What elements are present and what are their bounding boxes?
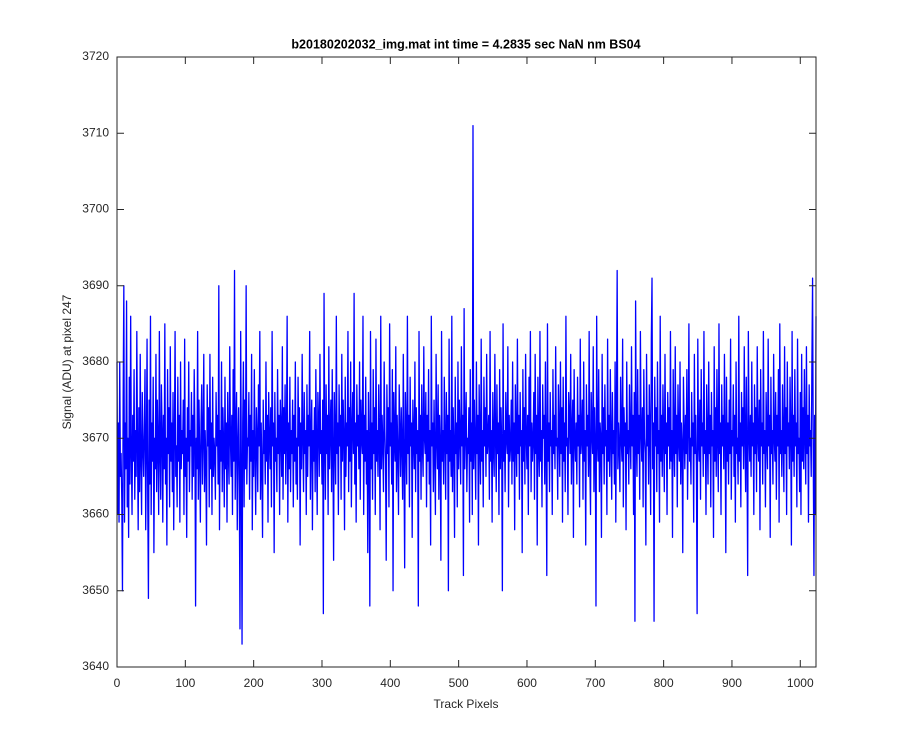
y-axis-label: Signal (ADU) at pixel 247 (60, 294, 74, 429)
x-axis-label: Track Pixels (434, 697, 499, 711)
chart-title: b20180202032_img.mat int time = 4.2835 s… (291, 37, 640, 51)
x-tick-label: 800 (654, 676, 674, 690)
x-tick-label: 100 (175, 676, 195, 690)
data-line (116, 124, 817, 645)
x-tick-label: 900 (722, 676, 742, 690)
x-tick-label: 1000 (787, 676, 814, 690)
x-tick-label: 500 (449, 676, 469, 690)
x-tick-label: 400 (380, 676, 400, 690)
y-tick-label: 3650 (82, 583, 109, 597)
x-tick-label: 0 (114, 676, 121, 690)
y-tick-label: 3710 (82, 125, 109, 139)
y-tick-label: 3640 (82, 659, 109, 673)
x-tick-label: 200 (244, 676, 264, 690)
y-tick-label: 3690 (82, 278, 109, 292)
y-tick-label: 3680 (82, 354, 109, 368)
x-tick-label: 700 (585, 676, 605, 690)
y-tick-label: 3720 (82, 49, 109, 63)
y-tick-label: 3670 (82, 430, 109, 444)
x-tick-label: 300 (312, 676, 332, 690)
x-tick-label: 600 (517, 676, 537, 690)
y-tick-label: 3660 (82, 507, 109, 521)
y-tick-label: 3700 (82, 202, 109, 216)
